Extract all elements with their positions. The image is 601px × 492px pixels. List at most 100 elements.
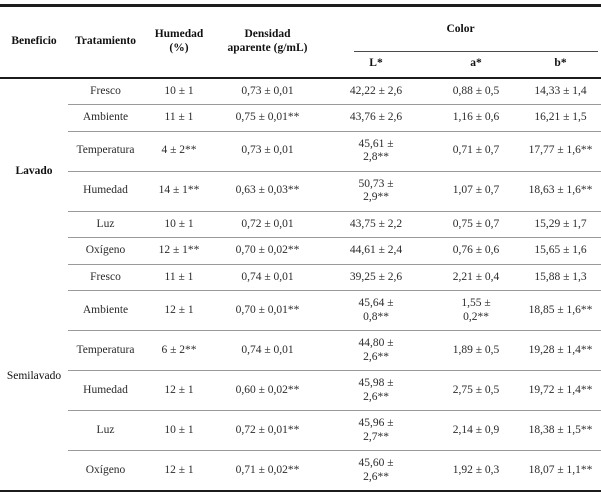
header-l-star: L*	[320, 51, 432, 79]
cell-humedad: 11 ± 1	[143, 264, 215, 291]
header-color-group: Color	[320, 6, 601, 52]
cell-humedad: 12 ± 1	[143, 370, 215, 411]
cell-tratamiento: Humedad	[68, 370, 143, 411]
cell-humedad: 10 ± 1	[143, 410, 215, 451]
cell-b-star: 18,38 ± 1,5**	[520, 410, 601, 451]
color-group-rule	[354, 50, 598, 52]
table-row: Temperatura 4 ± 2** 0,73 ± 0,01 45,61 ± …	[0, 131, 601, 172]
cell-l-star: 44,80 ± 2,6**	[320, 330, 432, 371]
cell-a-star: 2,14 ± 0,9	[432, 410, 520, 451]
cell-densidad: 0,70 ± 0,02**	[215, 237, 320, 265]
cell-b-star: 14,33 ± 1,4	[520, 77, 601, 105]
cell-l-star: 43,76 ± 2,6	[320, 104, 432, 132]
header-densidad: Densidad aparente (g/mL)	[215, 5, 320, 79]
cell-tratamiento: Temperatura	[68, 131, 143, 172]
cell-b-star: 18,85 ± 1,6**	[520, 290, 601, 331]
cell-humedad: 10 ± 1	[143, 211, 215, 238]
cell-b-star: 15,65 ± 1,6	[520, 237, 601, 265]
table-row: Humedad 12 ± 1 0,60 ± 0,02** 45,98 ± 2,6…	[0, 370, 601, 411]
cell-densidad: 0,74 ± 0,01	[215, 264, 320, 291]
cell-densidad: 0,72 ± 0,01	[215, 211, 320, 238]
cell-densidad: 0,74 ± 0,01	[215, 330, 320, 371]
cell-tratamiento: Luz	[68, 410, 143, 451]
cell-densidad: 0,73 ± 0,01	[215, 77, 320, 105]
table-row: Oxígeno 12 ± 1** 0,70 ± 0,02** 44,61 ± 2…	[0, 237, 601, 265]
cell-humedad: 6 ± 2**	[143, 330, 215, 371]
cell-l-star: 50,73 ± 2,9**	[320, 171, 432, 212]
cell-a-star: 1,16 ± 0,6	[432, 104, 520, 132]
header-b-star: b*	[520, 51, 601, 79]
table-row: Oxígeno 12 ± 1 0,71 ± 0,02** 45,60 ± 2,6…	[0, 451, 601, 492]
cell-b-star: 15,29 ± 1,7	[520, 211, 601, 238]
header-row-sub: L* a* b*	[0, 51, 601, 79]
header-beneficio: Beneficio	[0, 5, 68, 79]
cell-tratamiento: Ambiente	[68, 104, 143, 132]
group-label-semilavado: Semilavado	[6, 370, 62, 383]
cell-l-star: 43,75 ± 2,2	[320, 211, 432, 238]
table-row: Ambiente 11 ± 1 0,75 ± 0,01** 43,76 ± 2,…	[0, 104, 601, 132]
cell-densidad: 0,70 ± 0,01**	[215, 290, 320, 331]
cell-b-star: 18,63 ± 1,6**	[520, 171, 601, 212]
cell-densidad: 0,60 ± 0,02**	[215, 370, 320, 411]
cell-b-star: 16,21 ± 1,5	[520, 104, 601, 132]
table-row: Temperatura 6 ± 2** 0,74 ± 0,01 44,80 ± …	[0, 330, 601, 371]
cell-l-star: 45,96 ± 2,7**	[320, 410, 432, 451]
table-row: Semilavado Fresco 11 ± 1 0,74 ± 0,01 39,…	[0, 264, 601, 382]
cell-humedad: 12 ± 1**	[143, 237, 215, 265]
cell-tratamiento: Temperatura	[68, 330, 143, 371]
cell-b-star: 15,88 ± 1,3	[520, 264, 601, 291]
cell-a-star: 0,71 ± 0,7	[432, 131, 520, 172]
cell-humedad: 12 ± 1	[164, 463, 194, 476]
cell-humedad: 4 ± 2**	[143, 131, 215, 172]
cell-b-star: 19,72 ± 1,4**	[520, 370, 601, 411]
cell-l-star: 45,98 ± 2,6**	[320, 370, 432, 411]
cell-l-star: 45,64 ± 0,8**	[320, 290, 432, 331]
cell-densidad: 0,73 ± 0,01	[215, 131, 320, 172]
cell-densidad: 0,72 ± 0,01**	[215, 410, 320, 451]
cell-b-star: 18,07 ± 1,1**	[528, 463, 593, 476]
cell-humedad: 14 ± 1**	[143, 171, 215, 212]
table-row: Luz 10 ± 1 0,72 ± 0,01** 45,96 ± 2,7** 2…	[0, 410, 601, 451]
cell-tratamiento: Oxígeno	[85, 463, 126, 476]
cell-b-star: 19,28 ± 1,4**	[520, 330, 601, 371]
header-humedad: Humedad (%)	[143, 5, 215, 79]
cell-l-star: 45,61 ± 2,8**	[320, 131, 432, 172]
cell-l-star: 44,61 ± 2,4	[320, 237, 432, 265]
cell-a-star: 1,92 ± 0,3	[452, 463, 500, 476]
group-label-lavado: Lavado	[15, 164, 53, 177]
cell-a-star: 1,89 ± 0,5	[432, 330, 520, 371]
cell-tratamiento: Fresco	[68, 77, 143, 105]
table-row: Luz 10 ± 1 0,72 ± 0,01 43,75 ± 2,2 0,75 …	[0, 211, 601, 238]
header-color-label: Color	[446, 22, 475, 35]
cell-tratamiento: Oxígeno	[68, 237, 143, 265]
cell-a-star: 2,21 ± 0,4	[432, 264, 520, 291]
cell-tratamiento: Ambiente	[68, 290, 143, 331]
cell-l-star: 42,22 ± 2,6	[320, 77, 432, 105]
cell-b-star: 17,77 ± 1,6**	[520, 131, 601, 172]
header-a-star: a*	[432, 51, 520, 79]
table-row: Lavado Fresco 10 ± 1 0,73 ± 0,01 42,22 ±…	[0, 77, 601, 177]
table-row: Ambiente 12 ± 1 0,70 ± 0,01** 45,64 ± 0,…	[0, 290, 601, 331]
cell-tratamiento: Luz	[68, 211, 143, 238]
header-tratamiento: Tratamiento	[68, 5, 143, 79]
cell-a-star: 0,75 ± 0,7	[432, 211, 520, 238]
cell-humedad: 12 ± 1	[143, 290, 215, 331]
header-row-top: Beneficio Tratamiento Humedad (%) Densid…	[0, 5, 601, 79]
cell-l-star: 45,60 ± 2,6**	[358, 457, 394, 483]
cell-tratamiento: Fresco	[68, 264, 143, 291]
table-body: Lavado Fresco 10 ± 1 0,73 ± 0,01 42,22 ±…	[0, 77, 601, 492]
cell-humedad: 10 ± 1	[143, 77, 215, 105]
cell-humedad: 11 ± 1	[143, 104, 215, 132]
cell-a-star: 1,07 ± 0,7	[432, 171, 520, 212]
cell-densidad: 0,71 ± 0,02**	[235, 463, 300, 476]
cell-a-star: 1,55 ± 0,2**	[432, 290, 520, 331]
table-row: Humedad 14 ± 1** 0,63 ± 0,03** 50,73 ± 2…	[0, 171, 601, 212]
cell-a-star: 0,76 ± 0,6	[432, 237, 520, 265]
cell-densidad: 0,63 ± 0,03**	[215, 171, 320, 212]
cell-l-star: 39,25 ± 2,6	[320, 264, 432, 291]
cell-a-star: 0,88 ± 0,5	[432, 77, 520, 105]
results-table: Beneficio Tratamiento Humedad (%) Densid…	[0, 4, 601, 492]
table-header: Beneficio Tratamiento Humedad (%) Densid…	[0, 5, 601, 79]
cell-tratamiento: Humedad	[68, 171, 143, 212]
